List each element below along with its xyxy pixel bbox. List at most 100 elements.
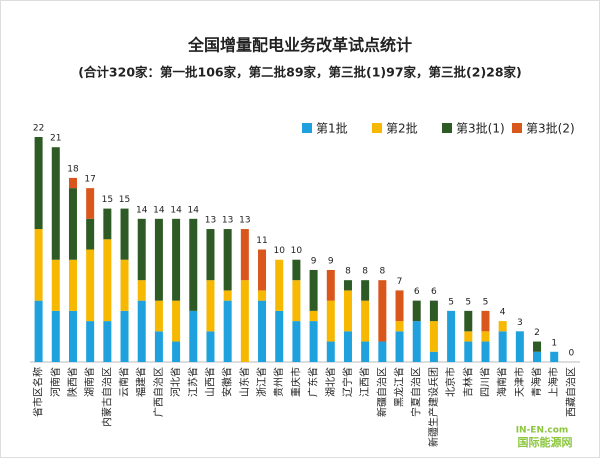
bar-segment xyxy=(429,321,438,352)
bar-segment xyxy=(206,280,215,332)
bar-segment xyxy=(412,300,421,322)
bar-segment xyxy=(120,208,129,260)
bar-segment xyxy=(172,218,181,301)
total-label: 2 xyxy=(534,328,540,338)
x-tick-label: 内蒙古自治区 xyxy=(100,367,113,427)
x-tick-label: 新疆自治区 xyxy=(375,367,388,417)
bar-segment xyxy=(550,351,559,362)
x-tick-label: 浙江省 xyxy=(255,367,268,397)
bar-segment xyxy=(498,331,507,362)
bar-segment xyxy=(34,137,43,230)
bar-segment xyxy=(395,331,404,362)
watermark-site: IN-EN.com xyxy=(516,426,569,436)
bar-segment xyxy=(498,321,507,332)
total-label: 18 xyxy=(67,164,79,174)
x-tick-label: 江西省 xyxy=(358,367,371,397)
x-tick-label: 广东省 xyxy=(307,367,320,397)
bar-segment xyxy=(223,229,232,291)
total-label: 8 xyxy=(379,267,385,277)
total-label: 4 xyxy=(500,308,506,318)
bar-segment xyxy=(481,341,490,362)
bar-segment xyxy=(343,290,352,332)
x-tick-label: 陕西省 xyxy=(66,367,79,397)
bar-segment xyxy=(361,280,370,301)
bar-segment xyxy=(68,310,77,362)
bar-segment xyxy=(86,218,95,250)
legend-label: 第2批 xyxy=(386,121,418,136)
bar-segment xyxy=(343,331,352,362)
total-label: 15 xyxy=(102,195,113,205)
bar-segment xyxy=(292,321,301,362)
bar-segment xyxy=(206,331,215,362)
x-tick-label: 广西自治区 xyxy=(152,367,165,417)
total-label: 9 xyxy=(311,256,317,266)
x-tick-label: 辽宁省 xyxy=(341,367,354,397)
x-tick-label: 西藏自治区 xyxy=(564,367,577,417)
x-tick-label: 江苏省 xyxy=(186,367,199,397)
total-label: 22 xyxy=(33,124,44,134)
bar-segment xyxy=(309,269,318,311)
total-label: 5 xyxy=(465,297,471,307)
bar-segment xyxy=(292,259,301,281)
total-label: 15 xyxy=(119,195,130,205)
x-tick-label: 青海省 xyxy=(530,367,543,397)
bar-segment xyxy=(68,259,77,311)
legend-label: 第3批(1) xyxy=(456,121,505,136)
x-tick-label: 海南省 xyxy=(496,367,509,397)
watermark-name: 国际能源网 xyxy=(518,435,573,449)
bar-segment xyxy=(154,300,163,332)
total-label: 8 xyxy=(345,267,351,277)
x-tick-label: 云南省 xyxy=(118,367,131,397)
bar-segment xyxy=(86,321,95,362)
bar-segment xyxy=(343,280,352,291)
x-tick-label: 宁夏自治区 xyxy=(410,367,423,417)
bar-segment xyxy=(326,341,335,362)
total-label: 10 xyxy=(291,246,303,256)
total-label: 5 xyxy=(448,297,454,307)
bar-segment xyxy=(103,239,112,322)
bar-segment xyxy=(429,300,438,322)
bar-segment xyxy=(361,341,370,362)
total-label: 14 xyxy=(136,205,148,215)
bar-segment xyxy=(429,351,438,362)
legend-label: 第3批(2) xyxy=(526,121,575,136)
legend-swatch xyxy=(302,123,312,133)
bar-segment xyxy=(51,310,60,362)
x-tick-label: 四川省 xyxy=(478,367,491,397)
x-tick-label: 河南省 xyxy=(49,367,62,397)
bar-segment xyxy=(378,280,387,342)
bar-segment xyxy=(412,321,421,362)
bar-segment xyxy=(51,147,60,260)
bar-segment xyxy=(464,331,473,342)
bar-segment xyxy=(137,218,146,281)
bar-segment xyxy=(258,249,267,291)
bar-segment xyxy=(68,188,77,260)
total-label: 1 xyxy=(551,338,557,348)
bar-segment xyxy=(258,300,267,362)
bar-segment xyxy=(189,218,198,311)
bar-segment xyxy=(326,269,335,301)
bar-segment xyxy=(240,229,249,281)
bar-segment xyxy=(154,331,163,362)
bar-segment xyxy=(34,300,43,362)
x-tick-label: 河北省 xyxy=(169,367,182,397)
x-tick-label: 山东省 xyxy=(238,367,251,397)
bar-segment xyxy=(206,229,215,281)
total-label: 13 xyxy=(239,216,250,226)
x-tick-label: 湖南省 xyxy=(83,367,96,397)
bar-segment xyxy=(309,321,318,362)
x-tick-label: 重庆市 xyxy=(289,367,302,397)
bar-segment xyxy=(172,300,181,342)
total-label: 10 xyxy=(273,246,285,256)
x-tick-label: 湖北省 xyxy=(324,367,337,397)
total-label: 3 xyxy=(517,318,523,328)
bar-segment xyxy=(223,290,232,301)
bar-segment xyxy=(326,300,335,342)
bar-segment xyxy=(292,280,301,322)
chart-title: 全国增量配电业务改革试点统计 xyxy=(187,36,412,55)
x-tick-label: 北京市 xyxy=(444,367,457,397)
bar-segment xyxy=(34,229,43,301)
total-label: 14 xyxy=(153,205,165,215)
bar-segment xyxy=(51,259,60,311)
